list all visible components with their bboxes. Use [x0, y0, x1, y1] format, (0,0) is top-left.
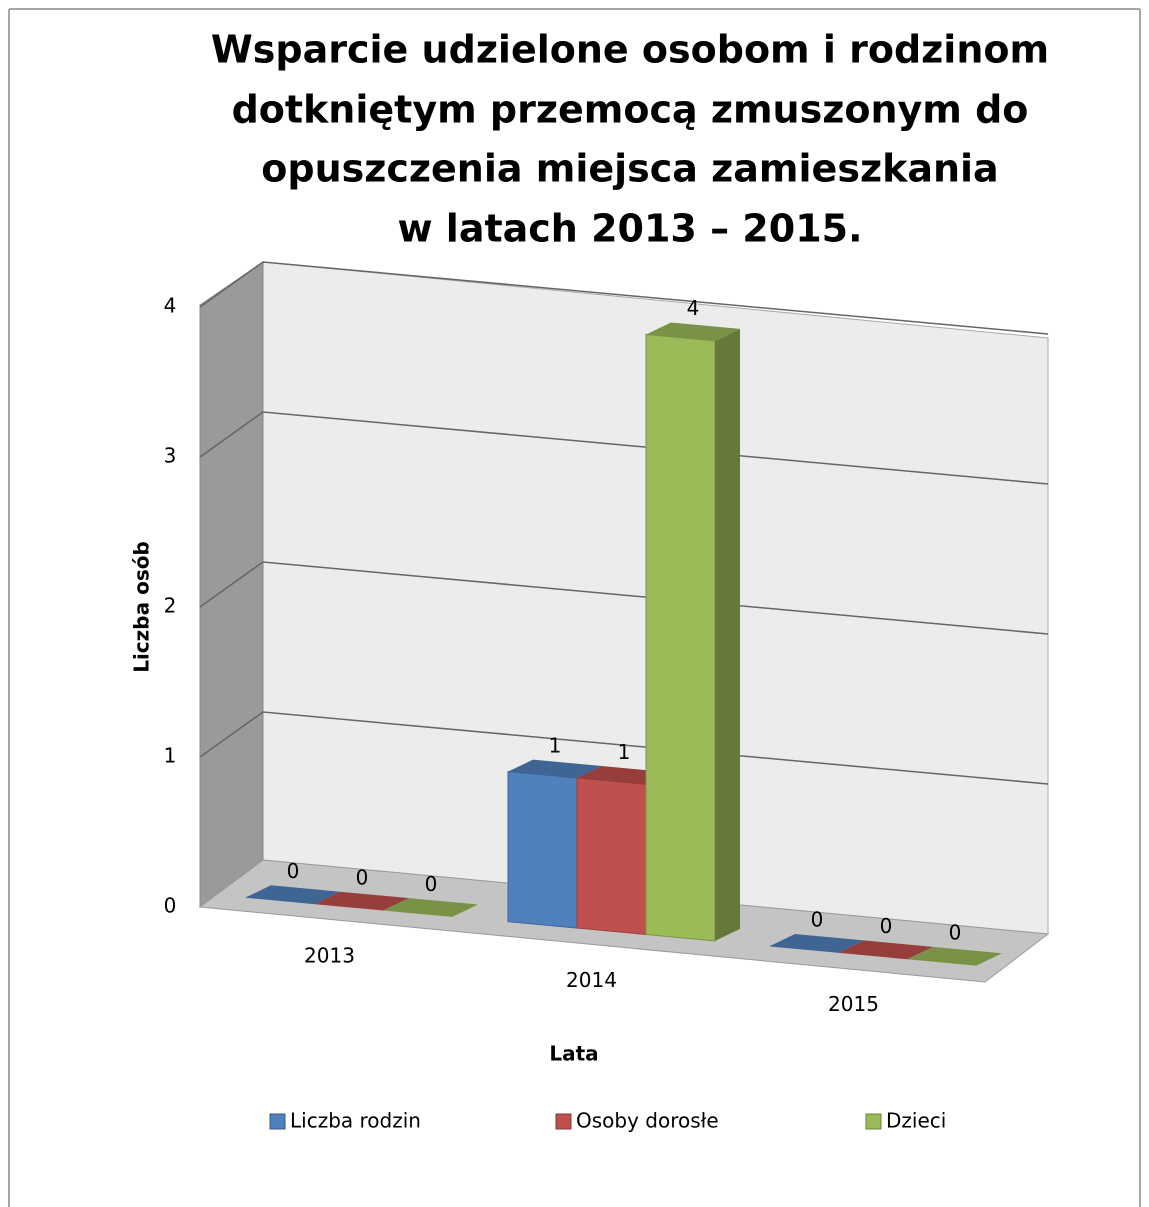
value-label: 0	[287, 859, 300, 883]
bar-top	[908, 946, 1002, 966]
bar-top	[246, 885, 340, 904]
value-label: 0	[880, 914, 893, 938]
bar-top	[508, 759, 602, 779]
bar-side	[715, 328, 740, 941]
y-axis-title: Liczba osób	[130, 541, 154, 673]
value-label: 4	[687, 296, 700, 320]
x-tick-label: 2013	[304, 943, 355, 967]
bar-top	[384, 898, 478, 917]
y-tick-label: 0	[164, 894, 177, 918]
value-label: 1	[618, 740, 631, 764]
grid-line	[199, 711, 1049, 785]
y-tick-label: 3	[164, 444, 177, 468]
grid-line	[199, 561, 1049, 635]
bar-top	[315, 891, 409, 911]
x-axis-title: Lata	[549, 1042, 598, 1066]
x-tick-label: 2015	[828, 992, 879, 1016]
y-tick-label: 1	[164, 744, 177, 768]
bar-front	[576, 777, 647, 936]
legend-label: Liczba rodzin	[290, 1109, 421, 1133]
y-tick-label: 2	[164, 594, 177, 618]
legend-swatch	[555, 1113, 572, 1130]
value-label: 0	[425, 872, 438, 896]
bar-top	[839, 940, 933, 959]
bar-front	[645, 333, 716, 942]
value-label: 0	[811, 908, 824, 932]
chart-title: w latach 2013 – 2015.	[397, 207, 862, 251]
value-label: 1	[549, 733, 562, 757]
bar-top	[770, 934, 864, 953]
chart-title: Wsparcie udzielone osobom i rodzinom	[211, 28, 1049, 72]
bar-front	[507, 771, 578, 929]
value-label: 0	[949, 921, 962, 945]
x-tick-label: 2014	[566, 968, 617, 992]
chart-title: dotkniętym przemocą zmuszonym do	[232, 88, 1029, 132]
grid-line	[199, 411, 1049, 485]
chart-title: opuszczenia miejsca zamieszkania	[261, 147, 998, 191]
y-tick-label: 4	[164, 294, 177, 318]
grid-line	[199, 261, 1049, 335]
legend-swatch	[865, 1113, 882, 1130]
value-label: 0	[356, 865, 369, 889]
bar-top	[646, 322, 740, 341]
legend-label: Osoby dorosłe	[576, 1109, 719, 1133]
legend-label: Dzieci	[886, 1109, 946, 1133]
legend-swatch	[269, 1113, 286, 1130]
